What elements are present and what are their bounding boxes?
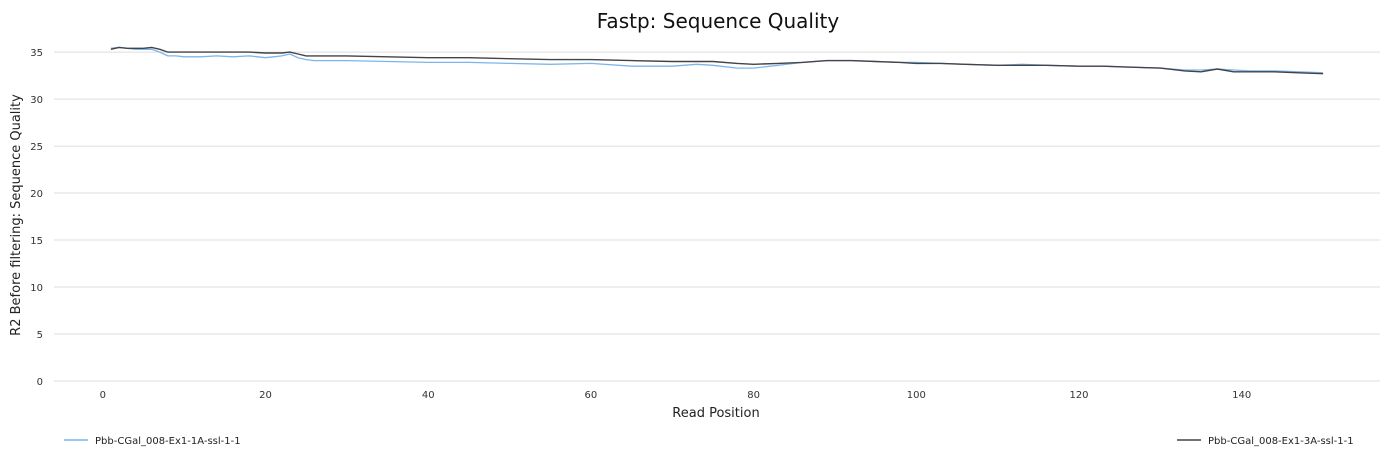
x-tick-label: 100 xyxy=(907,390,926,401)
series-lines xyxy=(110,46,1324,75)
chart-title: Fastp: Sequence Quality xyxy=(597,9,840,33)
series-line-1[interactable] xyxy=(110,46,1324,74)
series-line-2[interactable] xyxy=(110,46,1324,75)
y-axis-ticks: 0 5 10 15 20 25 30 35 xyxy=(30,48,43,388)
x-tick-label: 120 xyxy=(1069,390,1088,401)
x-tick-label: 60 xyxy=(585,390,598,401)
gridlines xyxy=(54,51,1380,382)
y-tick-label: 25 xyxy=(30,142,43,153)
legend-label: Pbb-CGal_008-Ex1-3A-ssl-1-1 xyxy=(1208,436,1354,447)
x-tick-label: 80 xyxy=(747,390,760,401)
x-tick-label: 20 xyxy=(259,390,272,401)
y-tick-label: 10 xyxy=(30,283,43,294)
y-tick-label: 5 xyxy=(37,330,43,341)
x-tick-label: 40 xyxy=(422,390,435,401)
x-tick-label: 0 xyxy=(100,390,106,401)
y-tick-label: 0 xyxy=(37,377,43,388)
legend-label: Pbb-CGal_008-Ex1-1A-ssl-1-1 xyxy=(95,436,241,447)
x-tick-label: 140 xyxy=(1232,390,1251,401)
y-tick-label: 20 xyxy=(30,189,43,200)
x-axis-ticks: 0 20 40 60 80 100 120 140 xyxy=(100,390,1252,401)
y-tick-label: 35 xyxy=(30,48,43,59)
x-axis-title: Read Position xyxy=(672,406,759,421)
legend-item-1[interactable]: Pbb-CGal_008-Ex1-1A-ssl-1-1 xyxy=(64,436,241,447)
legend: Pbb-CGal_008-Ex1-1A-ssl-1-1 Pbb-CGal_008… xyxy=(64,436,1354,447)
legend-item-2[interactable]: Pbb-CGal_008-Ex1-3A-ssl-1-1 xyxy=(1177,436,1354,447)
y-tick-label: 30 xyxy=(30,95,43,106)
y-tick-label: 15 xyxy=(30,236,43,247)
y-axis-title: R2 Before filtering: Sequence Quality xyxy=(9,94,24,336)
